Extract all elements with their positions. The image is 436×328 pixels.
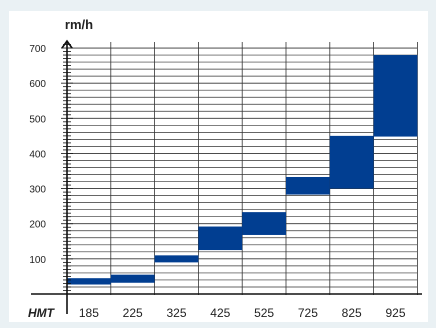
range-bar (110, 274, 155, 283)
range-bar (329, 135, 374, 189)
x-tick-label: 325 (166, 306, 186, 320)
y-tick-label: 100 (29, 255, 46, 266)
gridlines (67, 42, 418, 295)
axes: 100 200 300 400 500 600 700 185 225 325 425 525 725 8… (29, 39, 422, 320)
x-tick-label: 225 (123, 306, 143, 320)
y-axis-arrow (61, 39, 73, 49)
range-bar (286, 176, 330, 195)
x-tick-label: 525 (254, 306, 274, 320)
x-tick-label: 725 (298, 306, 318, 320)
x-axis-label: HMT (28, 306, 56, 320)
x-tick-label: 825 (342, 306, 362, 320)
y-tick-label: 700 (29, 44, 46, 55)
range-bar (373, 55, 418, 137)
y-tick-label: 400 (29, 149, 46, 160)
y-tick-label: 600 (29, 79, 46, 90)
x-tick-label: 925 (385, 306, 405, 320)
range-bar (154, 255, 199, 263)
y-axis-label: rm/h (65, 17, 93, 32)
x-tick-label: 185 (79, 306, 99, 320)
range-bar (242, 212, 286, 235)
range-bars (67, 55, 418, 285)
range-bar (67, 278, 111, 285)
axis-labels: rm/h HMT (28, 17, 93, 320)
range-bar (198, 226, 243, 251)
y-tick-label: 200 (29, 220, 46, 231)
y-tick-label: 500 (29, 114, 46, 125)
range-bar-chart: 100 200 300 400 500 600 700 185 225 325 425 525 725 8… (28, 17, 422, 320)
x-tick-label: 425 (210, 306, 230, 320)
chart-panel: 100 200 300 400 500 600 700 185 225 325 425 525 725 8… (9, 11, 428, 322)
y-tick-label: 300 (29, 185, 46, 196)
